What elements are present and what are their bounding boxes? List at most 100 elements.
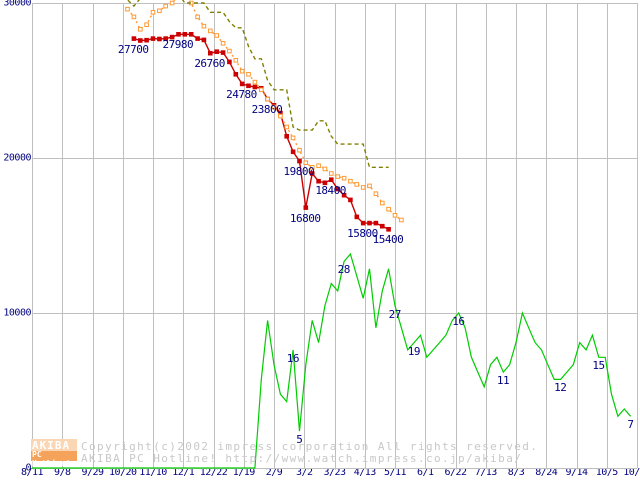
data-point-marker <box>201 23 207 29</box>
gridline-vertical <box>304 3 306 468</box>
gridline-vertical <box>32 3 33 468</box>
data-point-marker <box>138 27 143 32</box>
y-axis-tick-label: 30000 <box>3 0 31 9</box>
y-axis-tick-label: 0 <box>25 462 31 474</box>
data-point-marker <box>329 177 334 182</box>
data-point-value-label: 7 <box>627 418 634 432</box>
data-point-marker <box>208 50 213 56</box>
gridline-vertical <box>122 3 124 468</box>
data-point-marker <box>201 37 207 43</box>
plot-area: 27700 27980 26760 24780 23800 19800 16800 18400… <box>32 0 638 469</box>
data-point-marker <box>367 183 372 189</box>
gridline-vertical <box>576 3 578 468</box>
data-point-value-label: 16 <box>452 315 465 329</box>
data-point-marker <box>309 165 315 170</box>
data-point-marker <box>150 36 156 41</box>
gridline-vertical <box>92 3 94 468</box>
gridline-vertical <box>243 3 245 468</box>
data-point-marker <box>144 37 149 43</box>
data-point-marker <box>341 175 347 181</box>
akiba-logo-top: AKIBA <box>32 439 71 452</box>
akiba-logo-bottom-bar: PC Hotline! <box>31 450 77 468</box>
data-point-marker <box>373 220 379 226</box>
data-point-marker <box>392 213 398 218</box>
data-point-marker <box>252 79 258 85</box>
data-point-marker <box>367 220 372 226</box>
data-point-marker <box>214 33 219 38</box>
data-point-marker <box>163 36 168 41</box>
gridline-vertical <box>153 3 154 468</box>
data-point-marker <box>233 72 239 77</box>
data-point-marker <box>208 28 213 34</box>
data-point-marker <box>316 178 321 184</box>
data-point-marker <box>233 58 239 63</box>
data-point-marker <box>386 206 391 212</box>
gridline-horizontal <box>32 468 637 469</box>
data-point-value-label: 15400 <box>372 233 404 247</box>
data-point-marker <box>163 3 168 9</box>
data-point-marker <box>316 163 321 168</box>
data-point-value-label: 16800 <box>289 211 321 225</box>
data-point-marker <box>246 72 251 77</box>
gridline-vertical <box>274 3 275 468</box>
data-point-marker <box>150 10 156 15</box>
data-point-marker <box>157 36 162 42</box>
data-point-value-label: 27980 <box>162 38 194 52</box>
akiba-logo-bottom-text: PC Hotline! <box>32 450 71 468</box>
y-axis: 0 10000 20000 30000 <box>0 0 31 480</box>
data-point-marker <box>131 14 137 20</box>
data-point-marker <box>138 38 143 43</box>
data-point-marker <box>144 22 149 27</box>
gridline-vertical <box>213 3 215 468</box>
series-line-shop-count <box>32 252 632 469</box>
data-point-marker <box>297 147 302 153</box>
data-point-marker <box>125 6 130 12</box>
copyright-line: Copyright(c)2002 impress corporation All… <box>81 440 539 453</box>
data-point-value-label: 27700 <box>117 42 149 56</box>
gridline-vertical <box>62 3 64 468</box>
gridline-vertical <box>637 3 638 468</box>
data-point-value-label: 18400 <box>315 183 346 197</box>
gridline-vertical <box>425 3 427 468</box>
data-point-marker <box>322 180 328 186</box>
site-url-line: AKIBA PC Hotline! http://www.watch.impre… <box>81 452 523 465</box>
gridline-vertical <box>606 3 608 468</box>
chart-canvas <box>32 0 632 469</box>
data-point-marker <box>195 36 200 41</box>
data-point-value-label: 23800 <box>251 103 283 117</box>
data-point-marker <box>227 59 232 65</box>
data-point-marker <box>169 34 175 40</box>
data-point-marker <box>252 84 258 90</box>
series-line-highest-price <box>124 0 389 168</box>
data-point-value-label: 11 <box>496 374 510 388</box>
data-point-marker <box>227 48 232 54</box>
data-point-marker <box>386 227 391 232</box>
data-point-marker <box>271 104 277 110</box>
data-point-value-label: 16 <box>286 351 300 365</box>
data-point-value-label: 15800 <box>347 227 378 241</box>
y-axis-tick-label: 10000 <box>3 307 31 319</box>
gridline-vertical <box>183 3 185 468</box>
data-point-marker <box>278 113 283 119</box>
data-point-marker <box>322 166 328 172</box>
data-point-value-label: 15 <box>592 359 605 373</box>
gridline-vertical <box>485 3 487 468</box>
data-point-marker <box>303 160 309 165</box>
data-point-marker <box>157 8 162 14</box>
data-point-marker <box>290 135 296 141</box>
gridline-vertical <box>395 3 396 468</box>
data-point-marker <box>335 186 340 192</box>
data-point-marker <box>188 32 194 37</box>
data-point-marker <box>354 214 360 220</box>
data-point-marker <box>329 171 334 176</box>
data-point-marker <box>399 217 404 223</box>
y-axis-tick-label: 20000 <box>3 152 31 164</box>
gridline-vertical <box>334 3 336 468</box>
data-point-marker <box>380 200 385 206</box>
watermark: AKIBA PC Hotline! Copyright(c)2002 impre… <box>31 438 640 468</box>
data-point-marker <box>348 197 353 203</box>
data-point-marker <box>348 178 353 184</box>
gridline-vertical <box>364 3 366 468</box>
data-point-marker <box>354 182 360 187</box>
data-point-marker <box>246 83 251 89</box>
